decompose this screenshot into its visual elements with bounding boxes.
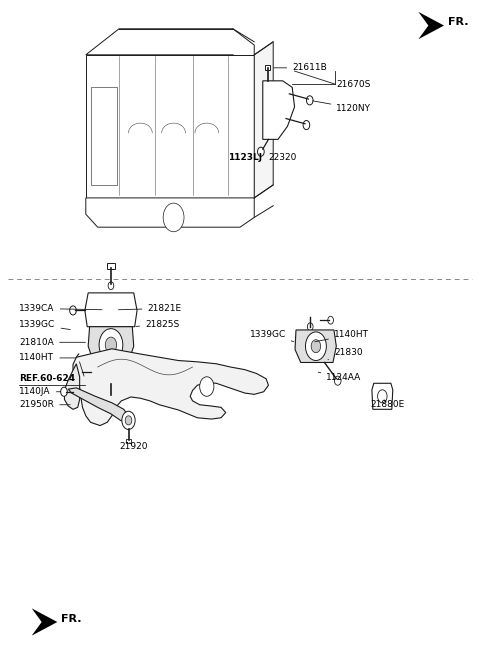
Polygon shape — [64, 364, 80, 409]
Text: 1339GC: 1339GC — [19, 320, 70, 329]
Polygon shape — [68, 388, 130, 423]
Circle shape — [306, 96, 313, 105]
Polygon shape — [86, 55, 254, 198]
Text: 21830: 21830 — [328, 348, 362, 359]
Text: REF.60-624: REF.60-624 — [19, 374, 75, 383]
Circle shape — [163, 203, 184, 232]
Polygon shape — [86, 198, 254, 227]
Text: FR.: FR. — [61, 614, 82, 624]
Text: 1140HT: 1140HT — [315, 330, 369, 342]
Text: 1339CA: 1339CA — [19, 304, 102, 313]
Polygon shape — [263, 81, 295, 139]
Polygon shape — [419, 12, 444, 39]
Circle shape — [311, 340, 321, 353]
Text: 21670S: 21670S — [336, 79, 371, 89]
Polygon shape — [107, 263, 115, 270]
Polygon shape — [372, 383, 393, 409]
Text: 1124AA: 1124AA — [318, 372, 361, 382]
Circle shape — [303, 121, 310, 130]
Polygon shape — [295, 330, 336, 363]
Text: 21950R: 21950R — [19, 400, 70, 409]
Circle shape — [122, 411, 135, 430]
Text: 1140JA: 1140JA — [19, 387, 61, 396]
Text: 21880E: 21880E — [371, 400, 405, 409]
Text: FR.: FR. — [448, 17, 468, 28]
Text: 21821E: 21821E — [119, 304, 181, 313]
Circle shape — [77, 368, 83, 376]
Polygon shape — [85, 293, 137, 327]
Text: 21810A: 21810A — [19, 338, 85, 347]
Circle shape — [105, 337, 117, 353]
Text: 1123LJ: 1123LJ — [228, 153, 262, 162]
Circle shape — [335, 376, 341, 385]
Circle shape — [305, 332, 326, 361]
Text: 21825S: 21825S — [136, 319, 180, 329]
Circle shape — [108, 282, 114, 289]
Text: 1120NY: 1120NY — [312, 101, 372, 113]
Circle shape — [200, 377, 214, 396]
Circle shape — [99, 329, 123, 361]
Polygon shape — [88, 327, 134, 365]
Text: 22320: 22320 — [268, 153, 297, 162]
Polygon shape — [32, 608, 57, 636]
Polygon shape — [254, 42, 273, 198]
Text: 21611B: 21611B — [274, 64, 327, 72]
Circle shape — [328, 316, 334, 324]
Polygon shape — [126, 439, 132, 443]
Circle shape — [378, 390, 387, 403]
Text: 1140HT: 1140HT — [19, 354, 76, 362]
Circle shape — [258, 147, 264, 156]
Polygon shape — [265, 64, 270, 70]
Polygon shape — [91, 365, 131, 384]
Text: 1339GC: 1339GC — [250, 330, 294, 342]
Text: 21920: 21920 — [119, 442, 147, 451]
Circle shape — [307, 323, 313, 331]
Circle shape — [125, 416, 132, 425]
Polygon shape — [91, 87, 117, 185]
Circle shape — [70, 306, 76, 315]
Polygon shape — [73, 349, 268, 426]
Circle shape — [60, 387, 67, 396]
Polygon shape — [86, 29, 254, 68]
